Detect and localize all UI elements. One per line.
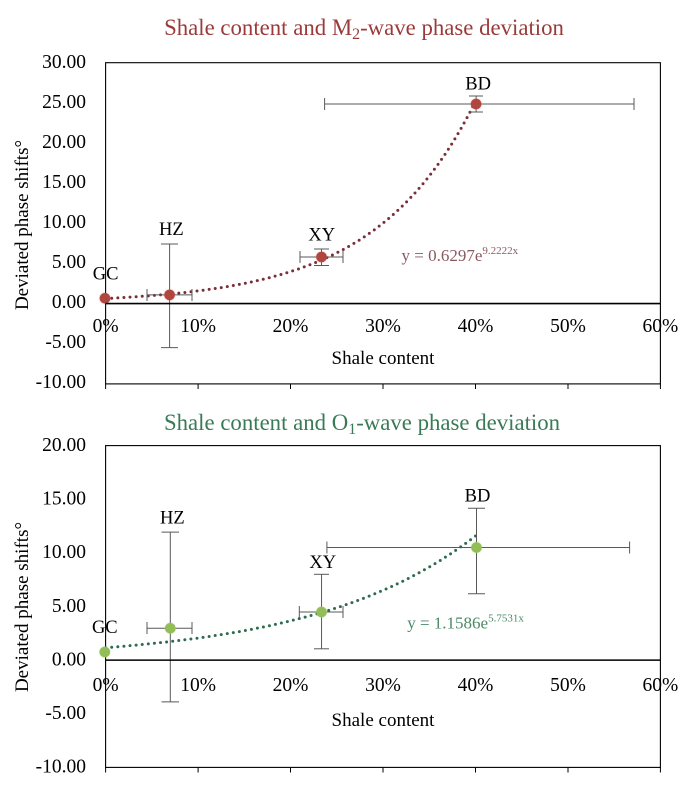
svg-text:20.00: 20.00: [42, 435, 86, 456]
svg-text:20%: 20%: [273, 316, 309, 337]
svg-text:Shale content: Shale content: [332, 348, 436, 369]
svg-text:15.00: 15.00: [42, 489, 86, 510]
svg-text:Shale content: Shale content: [332, 710, 436, 731]
svg-text:30%: 30%: [365, 316, 401, 337]
svg-text:GC: GC: [93, 264, 119, 284]
svg-text:0.00: 0.00: [52, 649, 86, 670]
svg-text:20%: 20%: [273, 675, 309, 696]
svg-text:BD: BD: [465, 74, 491, 94]
svg-text:BD: BD: [465, 487, 491, 507]
svg-text:y = 0.6297e9.2222x: y = 0.6297e9.2222x: [402, 245, 519, 265]
svg-text:-10.00: -10.00: [36, 372, 86, 393]
svg-text:5.00: 5.00: [52, 596, 86, 617]
svg-text:XY: XY: [308, 226, 335, 246]
svg-text:10.00: 10.00: [42, 212, 86, 233]
svg-text:5.00: 5.00: [52, 252, 86, 273]
svg-text:-5.00: -5.00: [45, 332, 86, 353]
svg-text:-10.00: -10.00: [36, 757, 86, 778]
svg-text:XY: XY: [309, 553, 336, 573]
svg-text:25.00: 25.00: [42, 92, 86, 113]
svg-text:HZ: HZ: [160, 509, 185, 529]
svg-text:Shale content and O1-wave phas: Shale content and O1-wave phase deviatio…: [164, 410, 561, 438]
svg-text:10.00: 10.00: [42, 542, 86, 563]
svg-text:15.00: 15.00: [42, 172, 86, 193]
svg-text:10%: 10%: [180, 316, 216, 337]
svg-text:60%: 60%: [643, 675, 679, 696]
svg-text:Shale content and M2-wave phas: Shale content and M2-wave phase deviatio…: [164, 15, 564, 43]
svg-text:0.00: 0.00: [52, 292, 86, 313]
svg-text:HZ: HZ: [159, 220, 184, 240]
svg-text:10%: 10%: [180, 675, 216, 696]
svg-text:50%: 50%: [550, 675, 586, 696]
svg-text:0%: 0%: [93, 316, 119, 337]
svg-text:y = 1.1586e5.7531x: y = 1.1586e5.7531x: [407, 613, 524, 633]
svg-text:Deviated phase shifts°: Deviated phase shifts°: [12, 522, 33, 692]
svg-text:20.00: 20.00: [42, 132, 86, 153]
svg-text:-5.00: -5.00: [45, 703, 86, 724]
svg-text:Deviated phase shifts°: Deviated phase shifts°: [12, 140, 33, 310]
svg-text:40%: 40%: [458, 316, 494, 337]
svg-text:50%: 50%: [550, 316, 586, 337]
svg-text:30.00: 30.00: [42, 52, 86, 73]
svg-text:30%: 30%: [365, 675, 401, 696]
svg-text:0%: 0%: [93, 675, 119, 696]
svg-text:40%: 40%: [458, 675, 494, 696]
svg-text:GC: GC: [92, 618, 118, 638]
svg-text:60%: 60%: [643, 316, 679, 337]
